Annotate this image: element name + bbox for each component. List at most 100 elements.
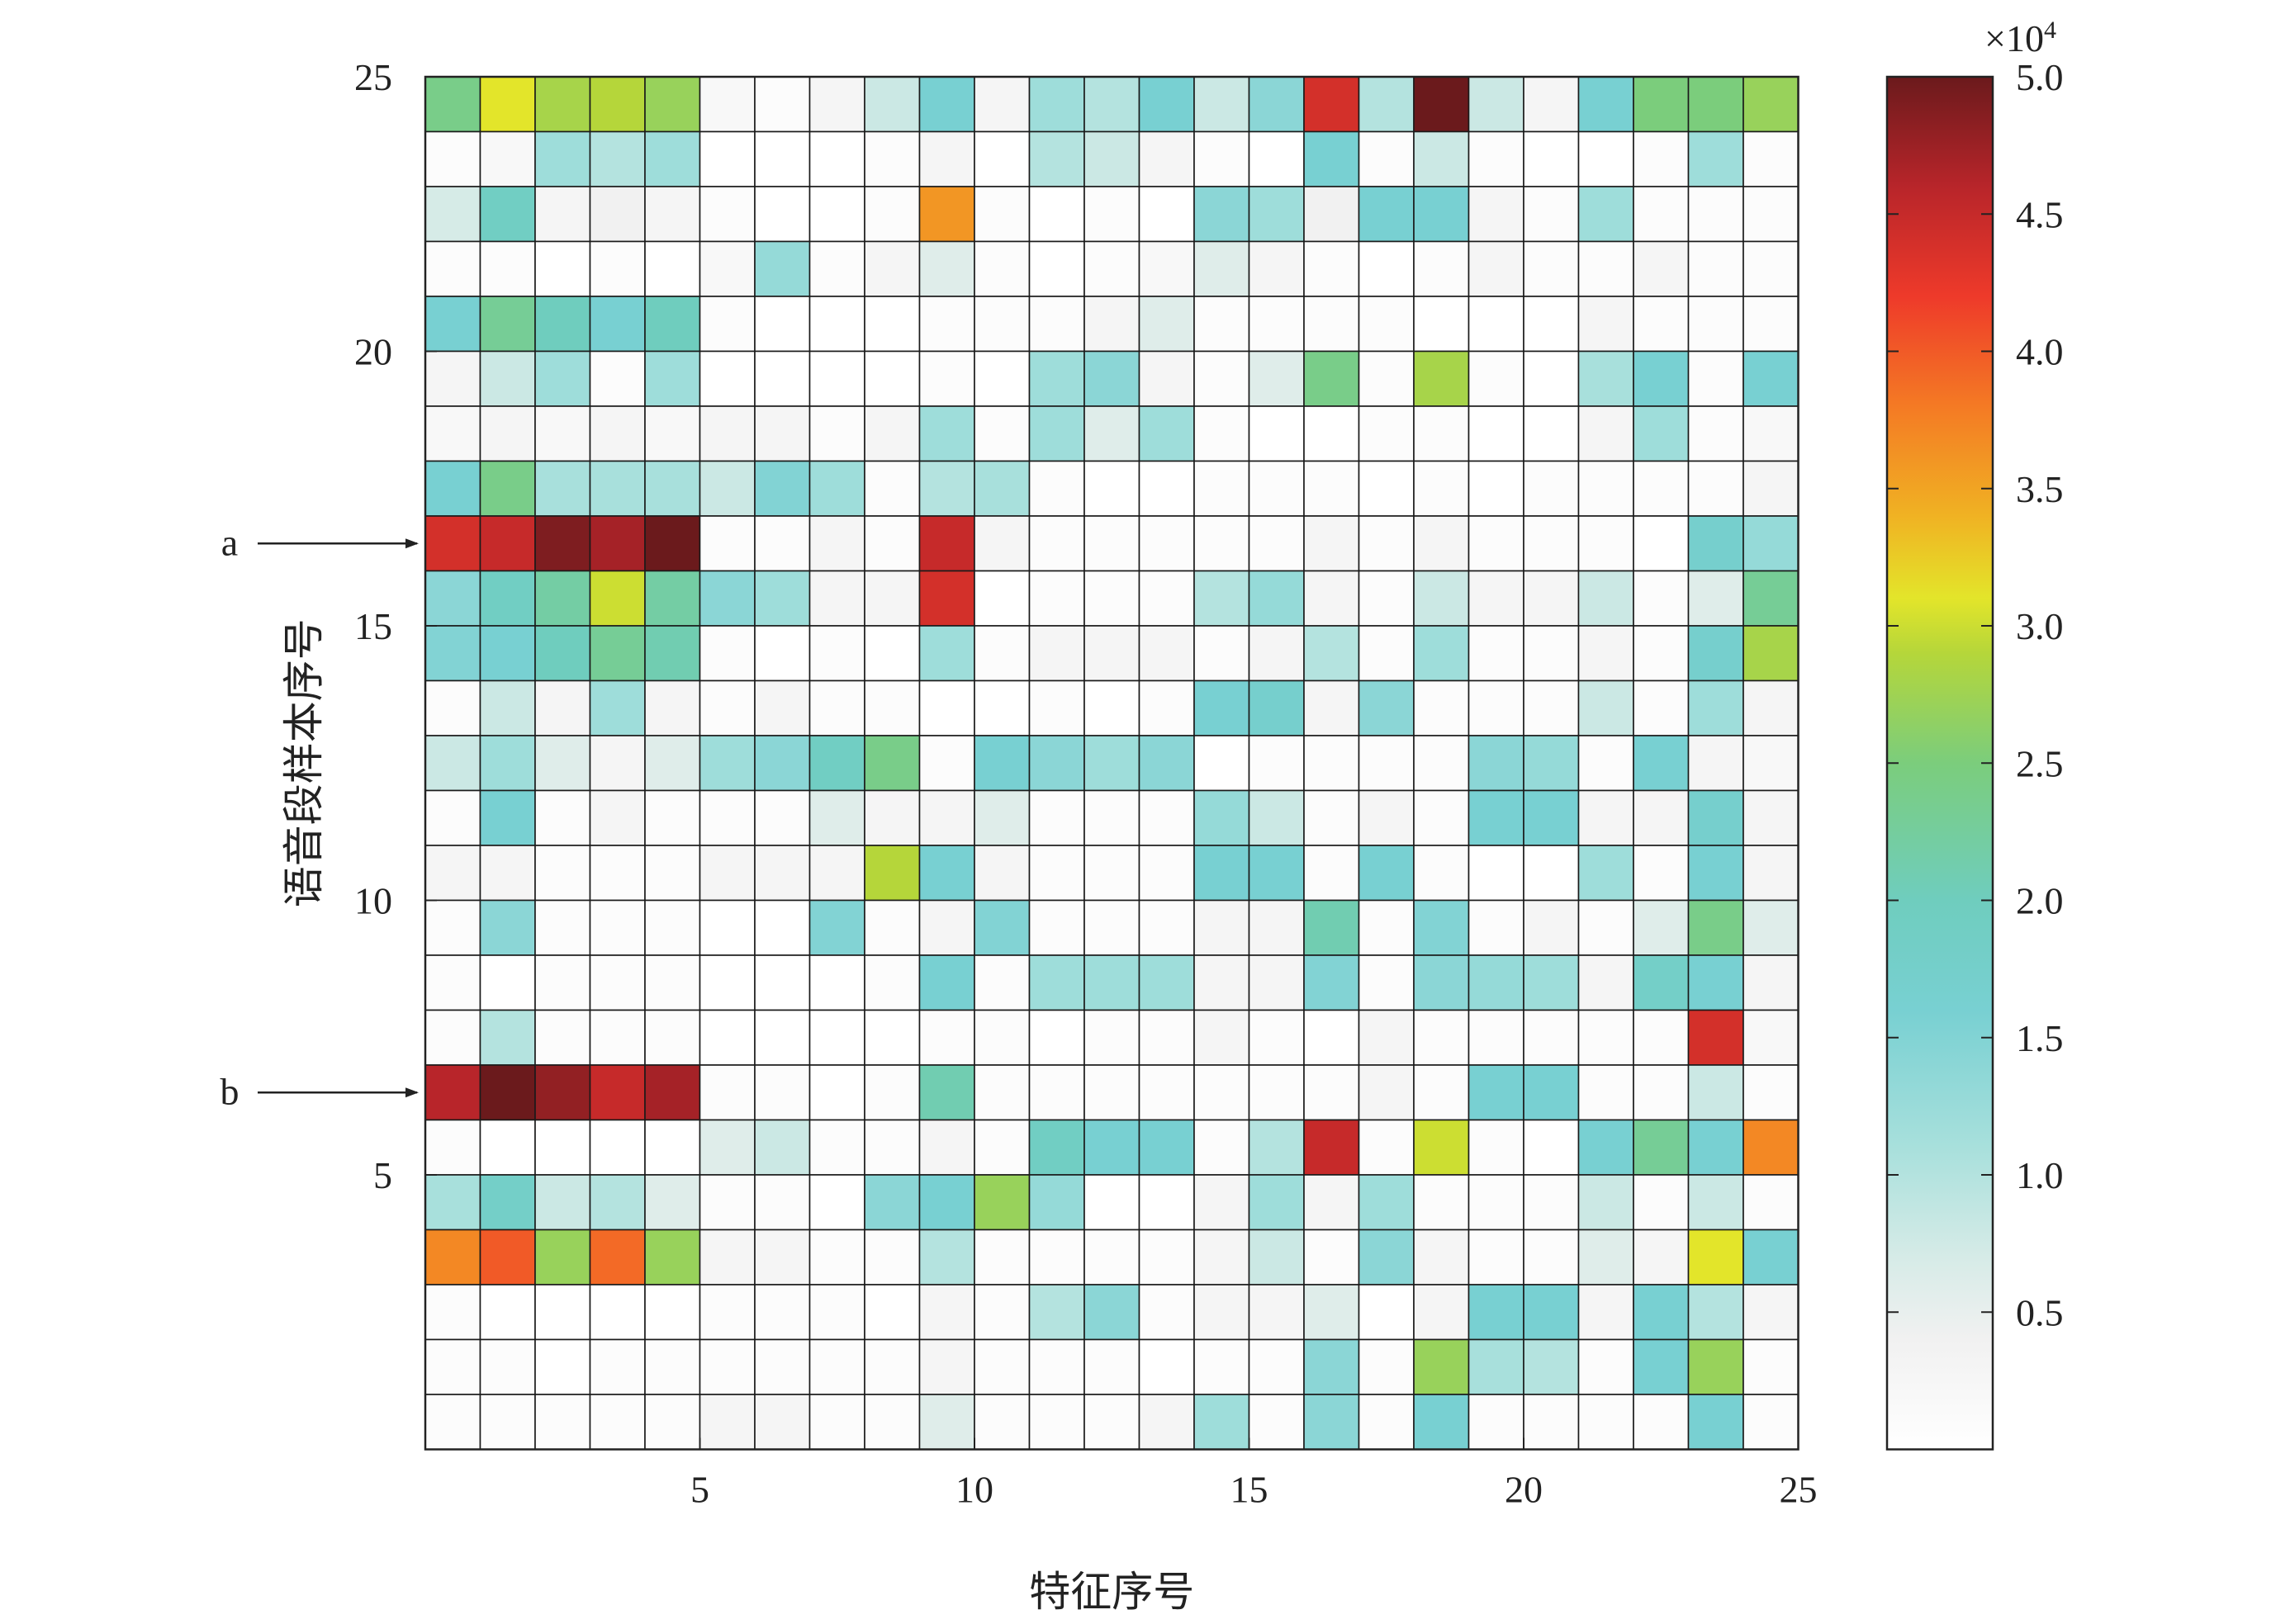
heatmap-cell <box>1743 1394 1799 1451</box>
heatmap-cell <box>1028 296 1085 353</box>
heatmap-cell <box>1468 130 1524 187</box>
heatmap-cell <box>1577 1119 1634 1176</box>
heatmap-cell <box>1468 1009 1524 1066</box>
heatmap-cell <box>1358 1009 1415 1066</box>
heatmap-cell <box>918 350 975 407</box>
heatmap-cell <box>1523 1174 1580 1231</box>
heatmap-cell <box>1193 515 1250 572</box>
x-tick-label: 25 <box>1780 1469 1818 1511</box>
heatmap-cell <box>1633 625 1690 682</box>
heatmap-cell <box>424 899 481 956</box>
heatmap-cell <box>644 186 701 243</box>
heatmap-cell <box>1248 460 1305 517</box>
heatmap-cell <box>1028 679 1085 736</box>
heatmap-cell <box>808 789 865 846</box>
heatmap-cell <box>479 570 536 627</box>
heatmap-cell <box>918 625 975 682</box>
heatmap-cell <box>974 1284 1031 1341</box>
heatmap-cell <box>1523 1009 1580 1066</box>
heatmap-cell <box>699 130 756 187</box>
heatmap-cell <box>1138 570 1195 627</box>
heatmap-cell <box>1193 679 1250 736</box>
annotation-label: a <box>221 521 238 563</box>
heatmap-cell <box>1523 1394 1580 1451</box>
heatmap-cell <box>699 405 756 462</box>
heatmap-cell <box>699 515 756 572</box>
heatmap-cell <box>1193 789 1250 846</box>
heatmap-cell <box>1577 570 1634 627</box>
heatmap-cell <box>1138 1338 1195 1395</box>
heatmap-cell <box>808 240 865 297</box>
heatmap-cell <box>1083 240 1140 297</box>
heatmap-cell <box>754 570 811 627</box>
y-axis-ticks: 5 10 15 20 25 <box>354 56 437 1196</box>
heatmap-cell <box>1577 460 1634 517</box>
heatmap-cell <box>1138 186 1195 243</box>
heatmap-cell <box>1358 570 1415 627</box>
heatmap-cell <box>1413 735 1470 792</box>
heatmap-cell <box>1743 76 1799 133</box>
heatmap-cell <box>1248 1338 1305 1395</box>
heatmap-cell <box>1687 954 1744 1011</box>
heatmap-cell <box>1577 1229 1634 1285</box>
heatmap-cell <box>1743 735 1799 792</box>
heatmap-cell <box>1468 570 1524 627</box>
heatmap-cell <box>644 954 701 1011</box>
heatmap-cell <box>424 1229 481 1285</box>
heatmap-cell <box>1687 130 1744 187</box>
heatmap-cell <box>754 130 811 187</box>
heatmap-cell <box>1687 296 1744 353</box>
heatmap-cell <box>864 1338 921 1395</box>
heatmap-cell <box>589 460 646 517</box>
heatmap-cell <box>1303 1394 1360 1451</box>
heatmap-cell <box>1468 679 1524 736</box>
heatmap-cell <box>1577 405 1634 462</box>
heatmap-cell <box>1413 789 1470 846</box>
heatmap-cell <box>808 1119 865 1176</box>
heatmap-cell <box>1577 186 1634 243</box>
heatmap-cell <box>1248 76 1305 133</box>
heatmap-cell <box>918 1119 975 1176</box>
y-tick-label: 25 <box>354 56 392 98</box>
heatmap-cell <box>808 1064 865 1121</box>
heatmap-cell <box>699 76 756 133</box>
colorbar-tick-label: 1.5 <box>2016 1017 2064 1059</box>
heatmap-cell <box>808 130 865 187</box>
heatmap-cell <box>1193 1338 1250 1395</box>
heatmap-cell <box>1687 735 1744 792</box>
heatmap-cell <box>1138 735 1195 792</box>
heatmap-cell <box>754 845 811 902</box>
heatmap-cell <box>1083 845 1140 902</box>
heatmap-cell <box>1248 625 1305 682</box>
heatmap-cell <box>644 679 701 736</box>
heatmap-cell <box>1687 1229 1744 1285</box>
heatmap-cell <box>644 625 701 682</box>
heatmap-cell <box>589 405 646 462</box>
heatmap-cell <box>1028 1394 1085 1451</box>
heatmap-cell <box>1358 186 1415 243</box>
heatmap-cell <box>1193 296 1250 353</box>
x-tick-label: 10 <box>955 1469 993 1511</box>
heatmap-cell <box>1083 789 1140 846</box>
heatmap-cell <box>644 515 701 572</box>
heatmap-cell <box>1633 1119 1690 1176</box>
heatmap-cell <box>864 1284 921 1341</box>
heatmap-cell <box>1358 1394 1415 1451</box>
heatmap-cell <box>808 899 865 956</box>
heatmap-cell <box>1138 515 1195 572</box>
heatmap-cell <box>644 735 701 792</box>
heatmap-cell <box>1193 954 1250 1011</box>
heatmap-cell <box>699 240 756 297</box>
heatmap-cell <box>1138 789 1195 846</box>
heatmap-cell <box>1468 296 1524 353</box>
heatmap-cell <box>918 954 975 1011</box>
heatmap-cell <box>1577 899 1634 956</box>
plot-frame <box>424 75 1799 1451</box>
heatmap-cell <box>1413 460 1470 517</box>
heatmap-cell <box>644 240 701 297</box>
heatmap-cell <box>1413 954 1470 1011</box>
heatmap-cell <box>589 1119 646 1176</box>
heatmap-cell <box>1358 899 1415 956</box>
heatmap-cell <box>1138 845 1195 902</box>
heatmap-cell <box>1138 954 1195 1011</box>
